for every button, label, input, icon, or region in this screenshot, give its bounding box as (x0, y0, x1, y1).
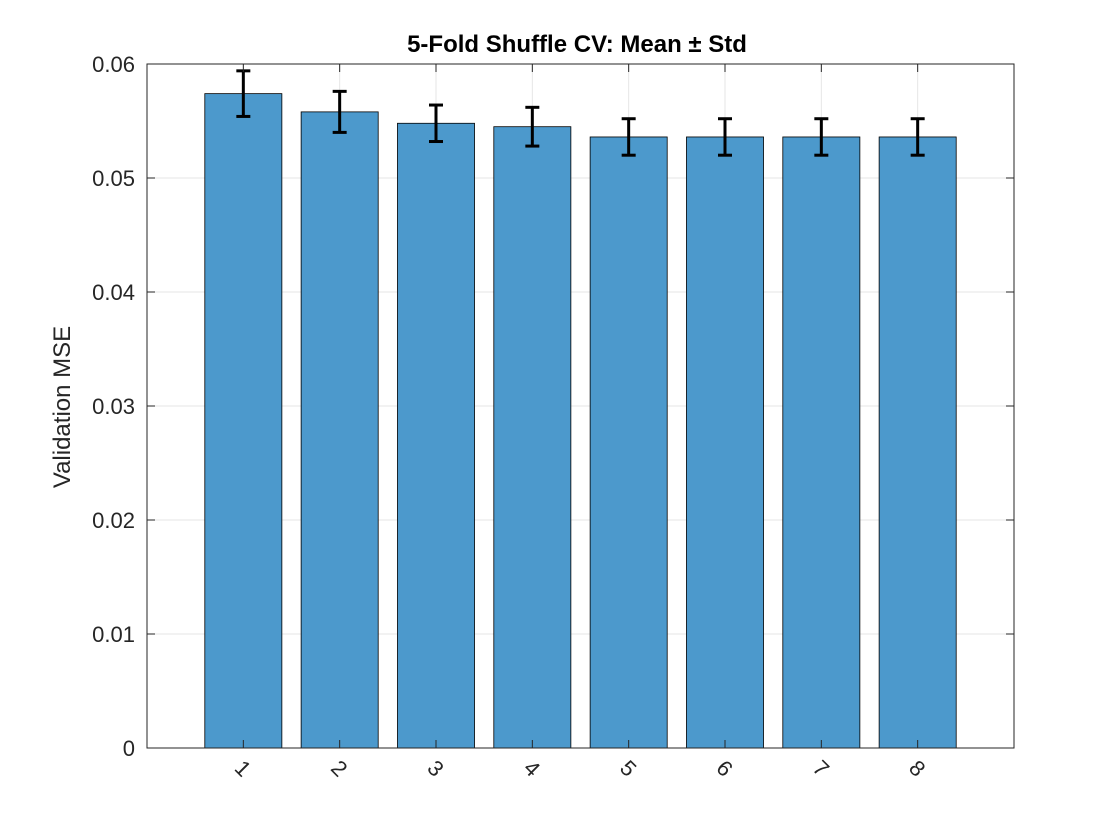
y-tick-label: 0.02 (92, 508, 135, 533)
x-tick-label: 3 (422, 755, 448, 781)
chart-title: 5-Fold Shuffle CV: Mean ± Std (407, 31, 747, 58)
error-bar-2 (332, 89, 347, 134)
bar-3 (397, 122, 475, 749)
y-tick-label: 0.04 (92, 280, 135, 305)
bar-6 (686, 136, 764, 749)
bar-4 (493, 126, 572, 749)
x-tick-label: 5 (615, 755, 641, 781)
error-bar-8 (910, 117, 925, 157)
tick-marks (147, 63, 1014, 749)
x-tick-label: 8 (904, 755, 930, 781)
error-bar-5 (621, 117, 636, 157)
y-tick-label: 0.01 (92, 622, 135, 647)
x-tick-label: 6 (711, 755, 737, 781)
error-bar-3 (429, 103, 443, 144)
error-bar-6 (718, 117, 732, 157)
y-axis-label: Validation MSE (49, 326, 76, 488)
x-tick-labels: 1 2 3 4 5 6 7 8 (230, 755, 931, 781)
y-tick-labels: 0 0.01 0.02 0.03 0.04 0.05 0.06 (92, 52, 135, 761)
x-tick-label: 7 (808, 755, 834, 781)
bar-7 (782, 136, 861, 749)
x-tick-label: 2 (326, 755, 352, 781)
y-tick-label: 0.06 (92, 52, 135, 77)
error-bar-7 (814, 117, 829, 157)
bar-1 (204, 93, 283, 749)
x-tick-label: 4 (519, 755, 545, 781)
bar-2 (300, 111, 379, 749)
bars (204, 93, 957, 749)
error-bar-4 (525, 105, 540, 148)
y-tick-label: 0.03 (92, 394, 135, 419)
y-tick-label: 0.05 (92, 166, 135, 191)
bar-5 (589, 136, 668, 749)
x-tick-label: 1 (230, 755, 256, 781)
bar-8 (878, 136, 957, 749)
y-tick-label: 0 (123, 736, 135, 761)
error-bars (236, 69, 925, 157)
